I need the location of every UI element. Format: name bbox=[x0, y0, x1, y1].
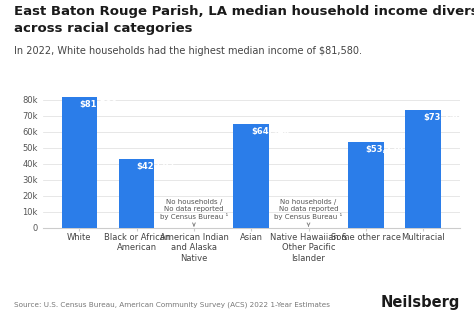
Text: East Baton Rouge Parish, LA median household income diversity: East Baton Rouge Parish, LA median house… bbox=[14, 5, 474, 18]
Text: No households /
No data reported
by Census Bureau ¹: No households / No data reported by Cens… bbox=[160, 199, 228, 226]
Bar bbox=[119, 159, 155, 228]
Text: In 2022, White households had the highest median income of $81,580.: In 2022, White households had the highes… bbox=[14, 46, 362, 56]
Bar bbox=[348, 142, 383, 228]
Text: $53,729: $53,729 bbox=[366, 144, 404, 154]
Bar bbox=[234, 124, 269, 228]
Bar bbox=[62, 97, 97, 228]
Text: $73,750: $73,750 bbox=[423, 112, 461, 121]
Text: $81,580: $81,580 bbox=[79, 100, 118, 109]
Text: No households /
No data reported
by Census Bureau ¹: No households / No data reported by Cens… bbox=[274, 199, 343, 226]
Text: $42,693: $42,693 bbox=[137, 162, 175, 171]
Bar bbox=[405, 110, 441, 228]
Text: Source: U.S. Census Bureau, American Community Survey (ACS) 2022 1-Year Estimate: Source: U.S. Census Bureau, American Com… bbox=[14, 301, 330, 308]
Text: across racial categories: across racial categories bbox=[14, 22, 193, 35]
Text: $64,940: $64,940 bbox=[251, 127, 290, 136]
Text: Neilsberg: Neilsberg bbox=[381, 295, 460, 310]
